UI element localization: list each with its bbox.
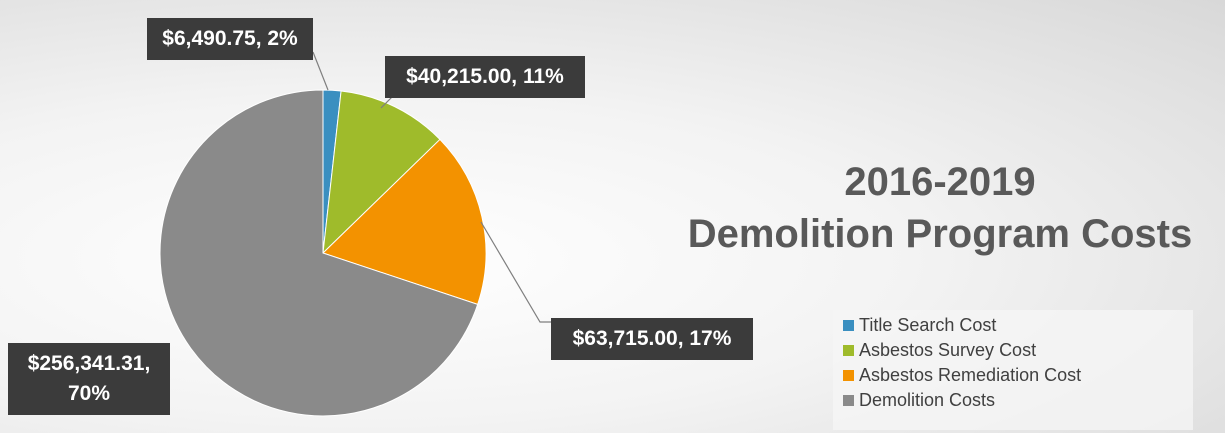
- chart-title: 2016-2019: [844, 160, 1036, 204]
- leader-line: [480, 221, 551, 323]
- data-label: $6,490.75, 2%: [147, 18, 313, 60]
- leader-line: [312, 51, 329, 91]
- legend-entry: Asbestos Remediation Cost: [843, 363, 1081, 388]
- data-label: $63,715.00, 17%: [551, 318, 753, 360]
- data-label: $40,215.00, 11%: [385, 56, 585, 98]
- legend-entry: Title Search Cost: [843, 313, 996, 338]
- data-label: $256,341.31, 70%: [8, 343, 170, 415]
- legend-swatch: [843, 370, 854, 381]
- leader-line: [380, 95, 394, 109]
- chart-title: Demolition Program Costs: [687, 212, 1193, 256]
- legend: Title Search Cost Asbestos Survey Cost Asb…: [833, 310, 1193, 430]
- legend-swatch: [843, 345, 854, 356]
- pie-slice: [159, 89, 479, 417]
- legend-label: Asbestos Remediation Cost: [859, 365, 1082, 385]
- legend-swatch: [843, 320, 854, 331]
- legend-label: Title Search Cost: [859, 315, 997, 335]
- legend-entry: Asbestos Survey Cost: [843, 338, 1036, 363]
- legend-label: Asbestos Survey Cost: [859, 340, 1037, 360]
- legend-entry: Demolition Costs: [843, 388, 995, 413]
- legend-swatch: [843, 395, 854, 406]
- legend-label: Demolition Costs: [859, 390, 996, 410]
- pie-slice: [322, 138, 487, 306]
- pie-slice: [322, 90, 441, 255]
